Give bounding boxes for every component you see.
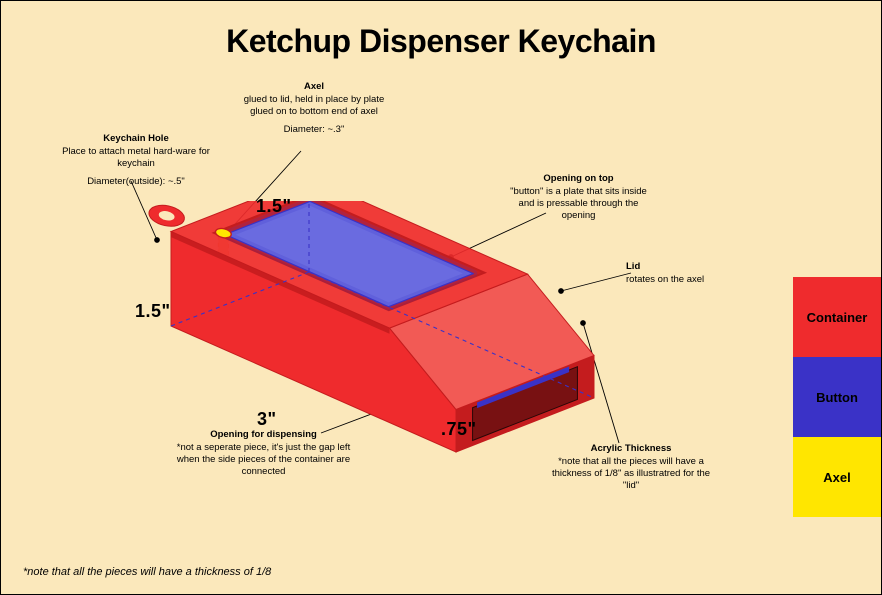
- dimension-front-bot: .75": [441, 419, 477, 440]
- annotation-thickness: Acrylic Thickness*note that all the piec…: [546, 443, 716, 492]
- annotation-title: Opening on top: [501, 173, 656, 185]
- annotation-lid: Lidrotates on the axel: [626, 261, 746, 286]
- footnote: *note that all the pieces will have a th…: [23, 566, 271, 578]
- annotation-title: Lid: [626, 261, 746, 273]
- annotation-body: *not a seperate piece, it's just the gap…: [176, 442, 351, 478]
- annotation-axel: Axelglued to lid, held in place by plate…: [239, 81, 389, 136]
- annotation-title: Axel: [239, 81, 389, 93]
- annotation-dispensing: Opening for dispensing*not a seperate pi…: [176, 429, 351, 478]
- annotation-keychain: Keychain HolePlace to attach metal hard-…: [61, 133, 211, 188]
- canvas: Ketchup Dispenser Keychain 1.5" 1.5" 3" .75…: [0, 0, 882, 595]
- dimension-left-height: 1.5": [135, 301, 171, 322]
- legend-item-container: Container: [793, 277, 881, 357]
- legend-item-axel: Axel: [793, 437, 881, 517]
- annotation-body: *note that all the pieces will have a th…: [546, 456, 716, 492]
- annotation-body: "button" is a plate that sits inside and…: [501, 186, 656, 222]
- annotation-title: Acrylic Thickness: [546, 443, 716, 455]
- object-scene: [101, 201, 661, 461]
- dimension-bottom-len: 3": [257, 409, 277, 430]
- dispenser-svg: [101, 201, 661, 461]
- annotation-meta: Diameter: ~.3": [239, 124, 389, 136]
- annotation-title: Opening for dispensing: [176, 429, 351, 441]
- dimension-top-width: 1.5": [256, 196, 292, 217]
- annotation-body: Place to attach metal hard-ware for keyc…: [61, 146, 211, 170]
- annotation-body: rotates on the axel: [626, 274, 746, 286]
- legend: ContainerButtonAxel: [793, 277, 881, 517]
- page-title: Ketchup Dispenser Keychain: [1, 23, 881, 60]
- legend-item-button: Button: [793, 357, 881, 437]
- annotation-opening_top: Opening on top"button" is a plate that s…: [501, 173, 656, 222]
- annotation-title: Keychain Hole: [61, 133, 211, 145]
- annotation-meta: Diameter(outside): ~.5": [61, 176, 211, 188]
- annotation-body: glued to lid, held in place by plate glu…: [239, 94, 389, 118]
